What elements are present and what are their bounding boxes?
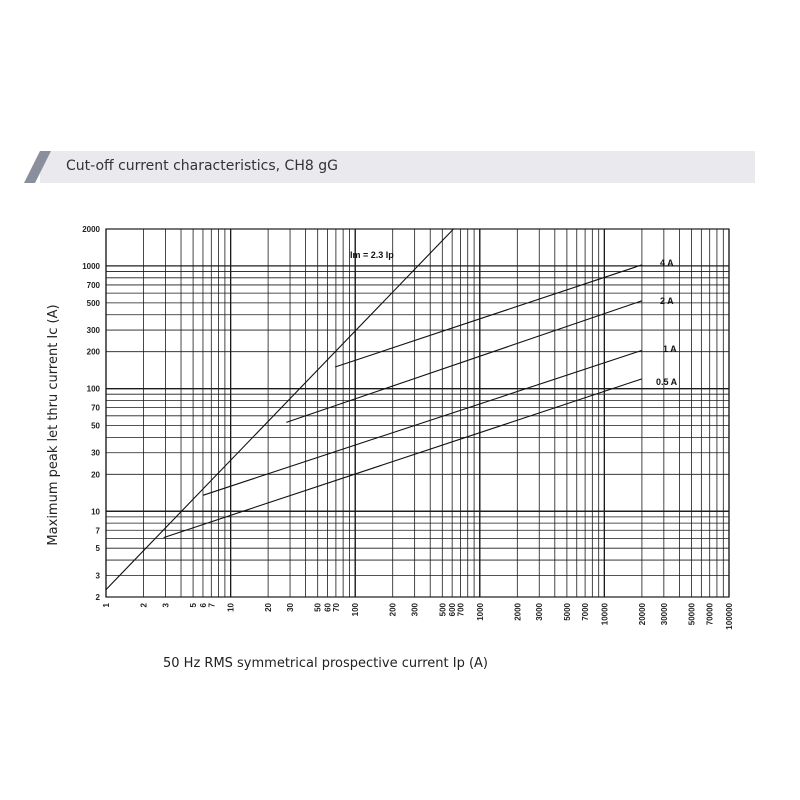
x-tick-label: 6 [199, 602, 208, 607]
x-axis-label: 50 Hz RMS symmetrical prospective curren… [163, 656, 488, 671]
x-tick-label: 1000 [476, 602, 485, 620]
series-line [163, 378, 643, 539]
x-tick-label: 20000 [638, 602, 647, 625]
y-axis-label: Maximum peak let thru current Ic (A) [46, 304, 61, 545]
x-tick-label: 100 [351, 602, 360, 616]
series-label: Im = 2.3 Ip [350, 250, 394, 260]
series-label: 0.5 A [656, 377, 678, 387]
x-tick-label: 100000 [725, 602, 734, 629]
y-tick-label: 100 [87, 385, 101, 394]
chart-title: Cut-off current characteristics, CH8 gG [66, 158, 338, 174]
y-tick-label: 7 [96, 526, 101, 535]
title-bar-background [24, 151, 755, 183]
series-label: 4 A [660, 258, 674, 268]
grid [105, 228, 730, 598]
series-label: 2 A [660, 296, 674, 306]
x-tick-label: 50000 [687, 602, 696, 625]
y-tick-label: 5 [96, 544, 101, 553]
x-tick-label: 3 [161, 602, 170, 607]
y-tick-label: 200 [87, 348, 101, 357]
x-tick-label: 30 [286, 602, 295, 611]
series-labels: Im = 2.3 Ip 4 A 2 A 1 A 0.5 A [350, 250, 678, 387]
y-tick-label: 30 [91, 449, 100, 458]
x-tick-label: 3000 [535, 602, 544, 620]
x-tick-label: 2000 [513, 602, 522, 620]
y-tick-label: 300 [87, 326, 101, 335]
series-line [286, 300, 643, 423]
y-tick-label: 50 [91, 422, 100, 431]
y-tick-label: 500 [87, 299, 101, 308]
title-bar-fill [40, 151, 755, 183]
y-tick-label: 2 [96, 593, 101, 602]
x-tick-label: 500 [438, 602, 447, 616]
y-tick-label: 20 [91, 470, 100, 479]
x-tick-label: 7 [207, 602, 216, 607]
title-bar-slash [24, 151, 51, 183]
y-tick-label: 10 [91, 507, 100, 516]
x-tick-label: 70 [332, 602, 341, 611]
x-tick-label: 30000 [660, 602, 669, 625]
y-tick-label: 3 [96, 571, 101, 580]
series-label: 1 A [663, 344, 677, 354]
x-tick-label: 60 [324, 602, 333, 611]
x-tick-label: 700 [456, 602, 465, 616]
series-line [105, 228, 454, 590]
x-tick-label: 20 [264, 602, 273, 611]
x-tick-label: 7000 [581, 602, 590, 620]
x-tick-label: 70000 [706, 602, 715, 625]
y-tick-label: 2000 [82, 225, 100, 234]
y-tick-label: 70 [91, 404, 100, 413]
x-tick-label: 600 [448, 602, 457, 616]
y-tick-label: 1000 [82, 262, 100, 271]
series-line [334, 264, 643, 368]
x-tick-label: 5 [189, 602, 198, 607]
y-tick-label: 700 [87, 281, 101, 290]
x-tick-label: 1 [102, 602, 111, 607]
series-line [202, 349, 643, 496]
x-tick-label: 200 [389, 602, 398, 616]
x-tick-label: 10 [227, 602, 236, 611]
title-bar: Cut-off current characteristics, CH8 gG [24, 151, 755, 183]
x-tick-label: 10000 [600, 602, 609, 625]
x-tick-label: 2 [140, 602, 149, 607]
x-tick-label: 50 [314, 602, 323, 611]
x-tick-label: 5000 [563, 602, 572, 620]
x-tick-label: 300 [411, 602, 420, 616]
plot-frame [105, 228, 730, 598]
series-lines [105, 228, 643, 590]
